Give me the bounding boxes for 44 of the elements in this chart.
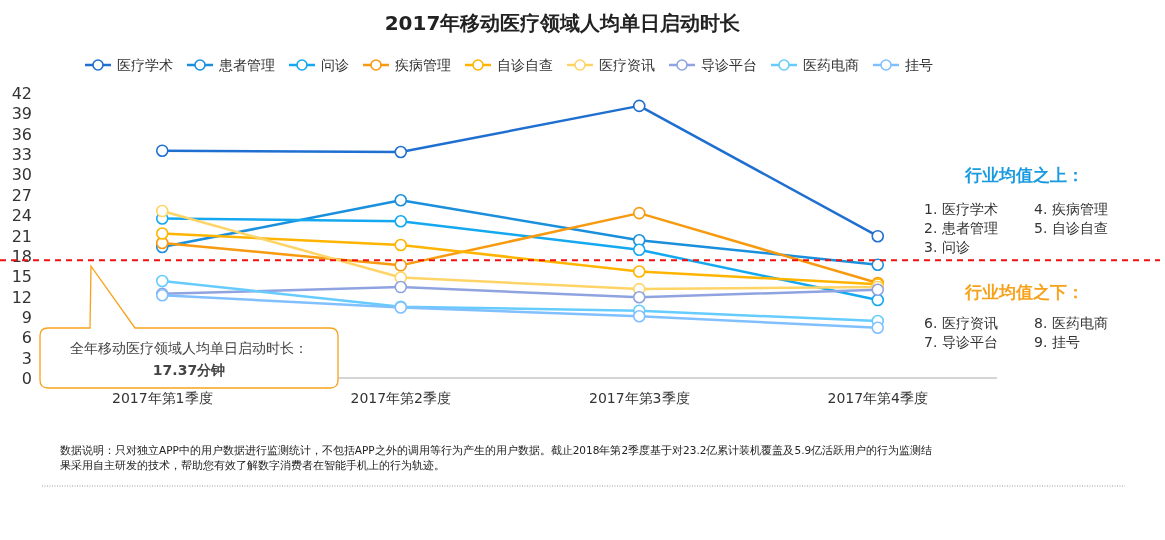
y-tick-label: 24 xyxy=(11,206,32,226)
annotation: 7. 导诊平台 xyxy=(924,334,998,350)
legend-label: 挂号 xyxy=(905,57,933,73)
text: 数据说明：只对独立APP中的用户数据进行监测统计，不包括APP之外的调用等行为产生的用户数据。截止2018年第2季度基于对23.2亿累计装机覆盖及5.9亿活跃用户的行为监测结 xyxy=(60,444,933,456)
annotation: 8. 医药电商 xyxy=(1034,315,1108,331)
legend-label: 疾病管理 xyxy=(395,57,451,73)
annotation: 行业均值之下： xyxy=(963,282,1084,302)
chart-title: 2017年移动医疗领域人均单日启动时长 xyxy=(384,11,742,35)
legend-label: 患者管理 xyxy=(218,57,275,73)
annotation: 3. 问诊 xyxy=(924,239,970,255)
y-tick-label: 21 xyxy=(11,226,32,246)
x-tick-label: 2017年第3季度 xyxy=(588,390,690,406)
y-tick-label: 33 xyxy=(11,145,32,165)
annotation: 1. 医疗学术 xyxy=(924,201,998,217)
text: 果采用自主研发的技术，帮助您有效了解数字消费者在智能手机上的行为轨迹。 xyxy=(60,459,445,471)
y-tick-label: 27 xyxy=(11,185,32,205)
y-tick-label: 30 xyxy=(11,165,32,185)
y-tick-label: 0 xyxy=(21,369,32,388)
x-tick-label: 2017年第4季度 xyxy=(827,390,929,406)
annotation: 2. 患者管理 xyxy=(924,220,998,236)
annotation: 4. 疾病管理 xyxy=(1034,201,1108,217)
legend-label: 自诊自查 xyxy=(497,57,553,73)
annotation: 全年移动医疗领域人均单日启动时长： xyxy=(70,340,308,356)
annotation: 6. 医疗资讯 xyxy=(924,315,998,331)
annotation: 5. 自诊自查 xyxy=(1034,220,1108,236)
y-tick-label: 9 xyxy=(21,307,32,327)
legend-label: 医药电商 xyxy=(803,57,859,73)
y-tick-label: 39 xyxy=(11,104,32,124)
y-tick-label: 36 xyxy=(11,124,32,144)
annotation: 9. 挂号 xyxy=(1034,334,1080,350)
y-tick-label: 3 xyxy=(21,348,32,368)
y-tick-label: 15 xyxy=(11,267,32,287)
annotation: 17.37分钟 xyxy=(152,362,226,378)
legend-label: 问诊 xyxy=(321,57,349,73)
annotation: 行业均值之上： xyxy=(963,165,1084,185)
y-tick-label: 6 xyxy=(21,328,32,348)
legend-label: 导诊平台 xyxy=(701,57,757,73)
legend-label: 医疗学术 xyxy=(117,57,173,73)
x-tick-label: 2017年第2季度 xyxy=(350,390,452,406)
x-tick-label: 2017年第1季度 xyxy=(111,390,213,406)
y-tick-label: 18 xyxy=(11,246,32,266)
y-tick-label: 42 xyxy=(11,84,32,103)
legend-label: 医疗资讯 xyxy=(599,57,655,73)
y-tick-label: 12 xyxy=(11,287,32,307)
